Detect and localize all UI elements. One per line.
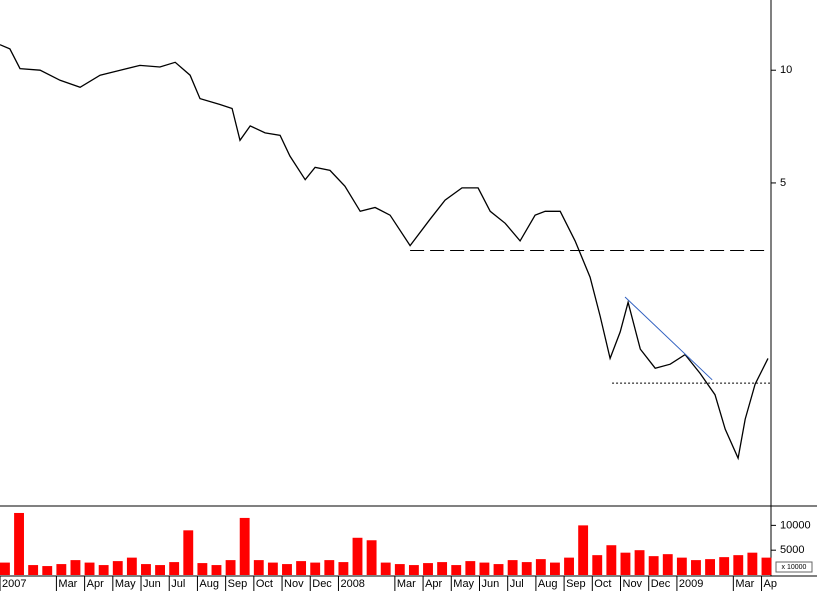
volume-bar [394,564,405,575]
volume-bar [620,552,631,575]
volume-bar [84,562,95,575]
y-tick-label: 10000 [780,519,811,531]
volume-bar [408,565,419,575]
volume-bar [733,555,744,575]
volume-bar [324,560,335,575]
volume-bar [28,565,39,575]
volume-bar [691,560,701,575]
volume-bar [423,563,433,575]
volume-bar [112,561,123,575]
volume-bar [747,552,758,575]
volume-bar [211,565,222,575]
volume-bar [296,561,307,575]
volume-bar [507,560,518,575]
volume-bar [42,566,53,575]
x-tick-label: Jul [171,578,185,590]
volume-unit: x 10000 [782,564,807,571]
volume-bar [155,565,165,575]
volume-bar [761,557,772,575]
volume-bar [634,550,645,575]
volume-bar [719,557,730,575]
volume-bar [98,565,109,575]
y-tick-label: 10 [780,64,792,76]
volume-bar [550,562,560,575]
volume-bar [253,560,264,575]
volume-bar [465,561,476,575]
x-tick-label: Jul [510,578,524,590]
volume-bar [366,540,377,575]
x-tick-label: Oct [594,578,611,590]
volume-bar [479,562,490,575]
x-tick-label: Ap [764,578,777,590]
x-tick-label: Dec [651,578,671,590]
volume-bar [310,562,321,575]
volume-bar [380,562,391,575]
volume-bar [126,557,137,575]
volume-bar [437,562,448,575]
x-tick-label: Nov [284,578,304,590]
volume-bar [267,562,278,575]
volume-bar [493,564,504,575]
x-tick-label: Jun [143,578,161,590]
price-line [0,44,769,461]
x-tick-label: Aug [199,578,219,590]
x-tick-label: 2007 [2,578,26,590]
x-tick-label: May [453,578,474,590]
volume-bar [535,559,546,575]
x-tick-label: Sep [566,578,586,590]
x-tick-label: Mar [58,578,77,590]
x-tick-label: 2008 [340,578,364,590]
volume-bar [14,512,24,575]
x-tick-label: May [115,578,136,590]
volume-bar [70,560,81,575]
volume-bar [606,545,617,575]
volume-bar [225,560,236,575]
x-tick-label: Sep [228,578,248,590]
volume-bar [56,564,67,575]
volume-bar [338,562,349,575]
volume-bar [521,562,532,575]
y-tick-label: 5 [780,177,786,189]
x-tick-label: 2009 [679,578,703,590]
volume-bar [648,556,659,575]
x-tick-label: Mar [397,578,416,590]
volume-bar [564,557,574,575]
volume-bar [169,562,180,575]
volume-bar [239,517,250,575]
x-tick-label: Jun [481,578,499,590]
volume-bar [451,565,462,575]
volume-bar [578,525,589,575]
x-tick-label: Dec [312,578,332,590]
x-tick-label: Apr [87,578,104,590]
volume-bar [183,530,194,575]
volume-bar [197,563,208,575]
volume-bar [0,562,10,575]
volume-bar [282,564,292,575]
volume-bar [662,554,673,575]
x-tick-label: Mar [735,578,754,590]
unit-box [775,561,813,573]
volume-bar [676,557,687,575]
x-tick-label: Nov [623,578,643,590]
volume-bar [705,559,715,575]
volume-bar [592,555,603,575]
y-tick-label: 5000 [780,544,804,556]
volume-bar [141,564,151,575]
x-tick-label: Oct [256,578,273,590]
volume-bar [352,537,363,575]
x-tick-label: Apr [425,578,442,590]
annotation-line [624,296,713,381]
x-tick-label: Aug [538,578,558,590]
